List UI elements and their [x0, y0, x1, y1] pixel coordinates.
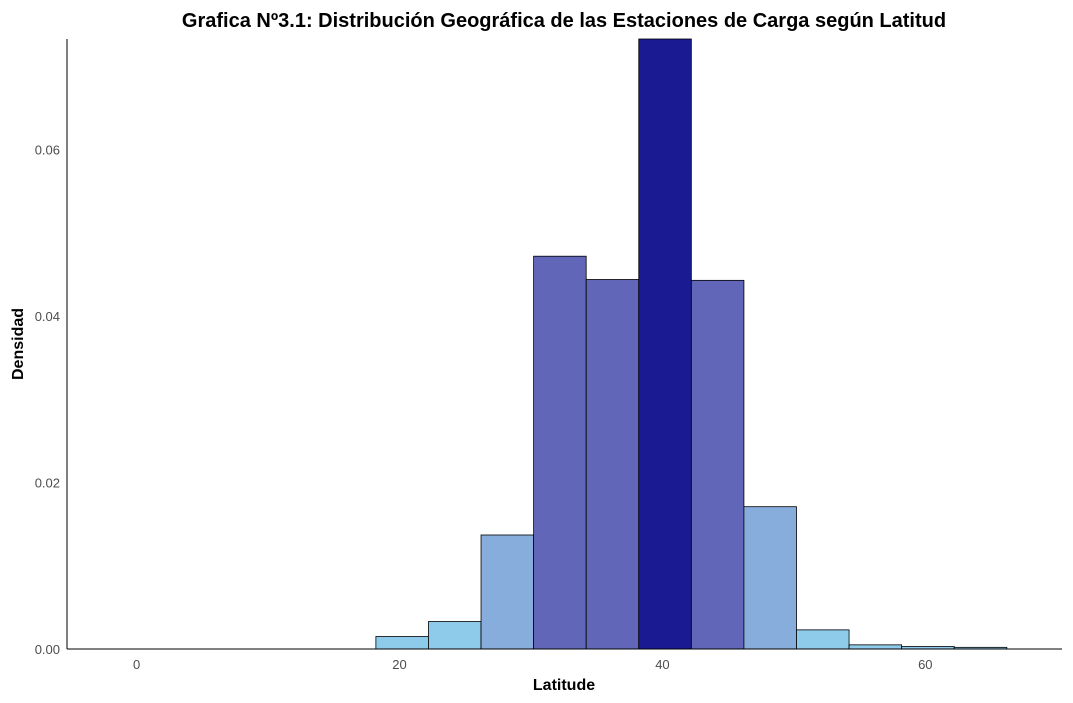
histogram-bar-8: [743, 506, 797, 650]
bars-group: [375, 38, 1008, 650]
chart-title: Grafica Nº3.1: Distribución Geográfica d…: [182, 10, 946, 32]
histogram-bar-7: [690, 279, 745, 650]
x-tick-label: 0: [133, 657, 140, 672]
histogram-bar-6: [638, 38, 692, 650]
histogram-bar-2: [428, 621, 482, 650]
x-axis-title: Latitude: [533, 677, 595, 694]
histogram-bar-4: [533, 255, 587, 650]
histogram-bar-9: [796, 629, 850, 650]
x-tick-label: 20: [392, 657, 406, 672]
y-axis-title: Densidad: [10, 308, 27, 380]
y-tick-labels: 0.00 0.02 0.04 0.06: [35, 143, 60, 657]
x-tick-label: 60: [918, 657, 932, 672]
histogram-bar-3: [480, 534, 535, 650]
histogram-bar-10: [848, 644, 903, 650]
y-tick-label: 0.00: [35, 642, 60, 657]
histogram-bar-1: [375, 636, 429, 650]
y-tick-label: 0.06: [35, 143, 60, 158]
histogram-bar-5: [585, 279, 640, 650]
x-tick-labels: 0 20 40 60: [133, 657, 932, 672]
y-tick-label: 0.04: [35, 309, 60, 324]
x-tick-label: 40: [655, 657, 669, 672]
y-tick-label: 0.02: [35, 476, 60, 491]
